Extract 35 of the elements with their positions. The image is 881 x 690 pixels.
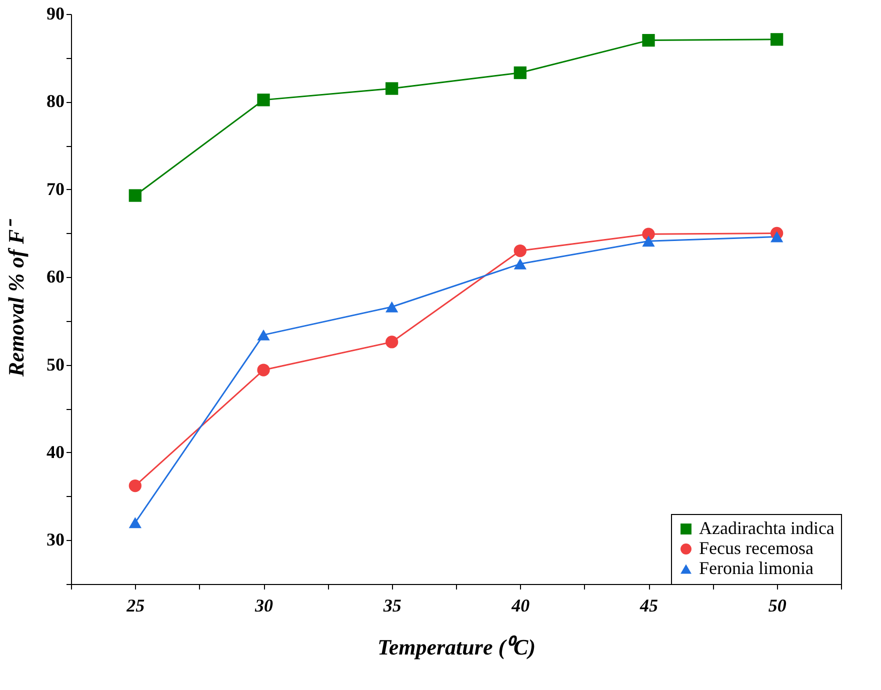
x-tick-label: 45 <box>639 596 658 616</box>
x-tick-label: 35 <box>382 596 402 616</box>
x-tick-label: 30 <box>254 596 273 616</box>
y-tick-label: 90 <box>46 4 64 24</box>
point <box>386 301 398 312</box>
x-tick-label: 40 <box>510 596 530 616</box>
y-tick-label: 40 <box>46 442 64 462</box>
y-tick-label: 50 <box>46 354 64 374</box>
point <box>770 231 784 242</box>
point <box>514 244 526 258</box>
point <box>642 236 655 247</box>
point <box>386 82 398 95</box>
y-tick-label: 30 <box>46 530 64 550</box>
point <box>128 517 142 528</box>
point <box>642 34 655 47</box>
point <box>128 479 142 492</box>
x-axis-title: Temperature (⁰C) <box>377 634 536 660</box>
y-tick-label: 60 <box>46 266 64 287</box>
y-axis-title: Removal % of F⁻ <box>4 218 28 378</box>
legend-label: Feronia limonia <box>699 558 814 578</box>
legend-label: Fecus recemosa <box>699 538 814 558</box>
point <box>770 33 784 46</box>
point <box>514 66 526 80</box>
point <box>257 329 270 340</box>
x-tick-label: 25 <box>126 596 145 616</box>
point <box>514 258 526 270</box>
point <box>257 94 270 106</box>
y-tick-label: 80 <box>46 91 64 112</box>
point <box>642 228 655 240</box>
point <box>386 336 398 348</box>
y-tick-label: 70 <box>46 178 64 199</box>
point <box>128 189 142 202</box>
x-tick-label: 50 <box>768 596 786 616</box>
legend-label: Azadirachta indica <box>699 518 834 538</box>
point <box>257 364 270 376</box>
